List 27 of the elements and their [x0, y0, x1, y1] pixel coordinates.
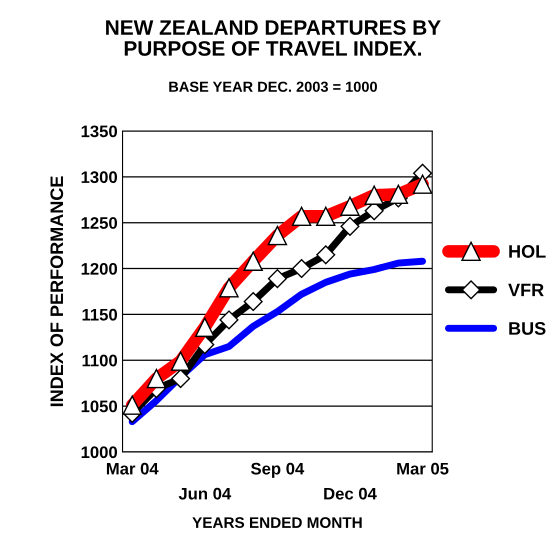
y-tick-label: 1050 — [82, 400, 117, 412]
point — [340, 216, 360, 236]
y-tick-label: 1150 — [82, 308, 117, 321]
legend-label: BUS — [509, 322, 546, 335]
x-tick-label: Dec 04 — [324, 488, 377, 500]
legend-label: HOL — [509, 245, 546, 258]
chart-title: NEW ZEALAND DEPARTURES BY PURPOSE OF TRAVEL INDEX. — [106, 20, 441, 56]
x-axis-title: YEARS ENDED MONTH — [192, 517, 362, 528]
x-tick-label: Sep 04 — [251, 462, 304, 478]
y-tick-label: 1100 — [82, 354, 117, 366]
x-tick-label: Mar 04 — [106, 462, 159, 475]
y-tick-label: 1300 — [82, 171, 117, 184]
point — [316, 245, 336, 264]
chart-subtitle: BASE YEAR DEC. 2003 = 1000 — [169, 82, 377, 92]
y-axis-title: INDEX OF PERFORMANCE — [50, 176, 64, 406]
y-tick-label: 1200 — [82, 262, 117, 275]
point — [268, 269, 287, 288]
point — [244, 292, 263, 312]
point — [171, 369, 190, 388]
point — [292, 259, 312, 278]
point — [219, 310, 239, 330]
y-tick-label: 1350 — [82, 125, 117, 138]
y-tick-label: 1000 — [82, 446, 117, 458]
legend-label: VFR — [508, 284, 544, 296]
x-tick-label: Mar 05 — [397, 462, 448, 475]
y-tick-label: 1250 — [82, 217, 117, 229]
x-tick-label: Jun 04 — [178, 488, 232, 500]
